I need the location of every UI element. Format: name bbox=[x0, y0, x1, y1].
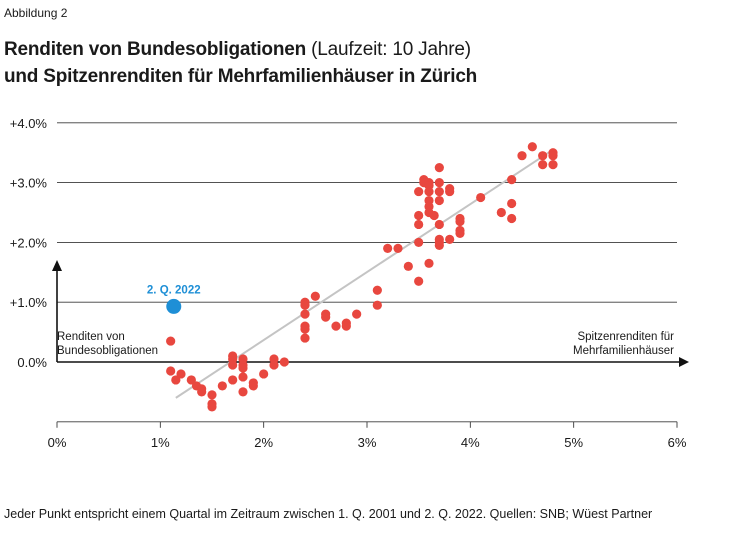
highlight-point bbox=[166, 298, 182, 314]
data-point bbox=[527, 142, 537, 152]
data-point bbox=[186, 375, 196, 385]
y-tick-label: 0.0% bbox=[17, 355, 47, 370]
data-point bbox=[372, 285, 382, 295]
data-point bbox=[434, 195, 444, 206]
data-point bbox=[207, 402, 217, 412]
data-point bbox=[445, 234, 455, 245]
data-point bbox=[228, 360, 238, 370]
data-point bbox=[424, 186, 434, 197]
data-point bbox=[517, 151, 527, 161]
x-axis-arrow bbox=[679, 357, 689, 367]
data-point bbox=[434, 240, 444, 250]
highlight-group: 2. Q. 2022 bbox=[147, 284, 201, 314]
footnote: Jeder Punkt entspricht einem Quartal im … bbox=[4, 507, 653, 521]
trendline-line bbox=[175, 148, 554, 399]
title-line-1: Renditen von Bundesobligationen (Laufzei… bbox=[4, 36, 477, 63]
x-tick-label: 3% bbox=[358, 435, 377, 450]
data-point bbox=[538, 151, 548, 161]
data-point bbox=[507, 213, 517, 224]
y-tick-labels: 0.0% +1.0% +2.0% +3.0% +4.0% bbox=[10, 116, 48, 370]
title-bold-part-1: Renditen von Bundesobligationen bbox=[4, 39, 307, 60]
x-tick-label: 1% bbox=[151, 435, 170, 450]
scatter-chart: 0.0%+1.0%+2.0%+3.0%+4.0% 0% 1% 2% 3% 4% 5% 6% … bbox=[10, 116, 689, 450]
title-subtitle: (Laufzeit: 10 Jahre) bbox=[311, 39, 471, 60]
x-tick-label: 6% bbox=[668, 435, 687, 450]
data-point bbox=[166, 336, 176, 346]
data-point bbox=[238, 372, 248, 382]
data-point bbox=[279, 357, 289, 367]
x-tick-label: 0% bbox=[48, 435, 67, 450]
data-point bbox=[455, 228, 465, 239]
x-axis-label: Spitzenrenditen für bbox=[577, 331, 674, 343]
data-point bbox=[538, 160, 548, 170]
data-point bbox=[217, 381, 227, 391]
data-point bbox=[331, 321, 341, 331]
x-tick-label: 2% bbox=[254, 435, 273, 450]
data-point bbox=[248, 381, 258, 391]
data-point bbox=[269, 360, 279, 370]
y-axis-arrow bbox=[52, 260, 62, 271]
data-point bbox=[414, 276, 424, 286]
y-tick-label: +4.0% bbox=[10, 116, 48, 131]
trendline bbox=[175, 148, 554, 399]
x-tick-labels: 0% 1% 2% 3% 4% 5% 6% bbox=[48, 421, 687, 450]
data-point bbox=[393, 243, 403, 253]
data-point bbox=[455, 216, 465, 227]
data-point bbox=[171, 375, 181, 385]
data-point bbox=[238, 387, 248, 397]
data-point bbox=[496, 207, 506, 218]
axes bbox=[52, 260, 689, 367]
data-point bbox=[300, 300, 310, 310]
data-point bbox=[434, 186, 444, 197]
data-point bbox=[300, 309, 310, 319]
data-point bbox=[414, 219, 424, 230]
data-point bbox=[310, 291, 320, 301]
data-point bbox=[445, 186, 455, 197]
axis-labels: Renditen von Bundesobligationen Spitzenren… bbox=[57, 331, 674, 357]
figure-label: Abbildung 2 bbox=[4, 6, 68, 20]
data-point bbox=[197, 387, 207, 397]
data-point bbox=[176, 369, 186, 379]
y-tick-label: +2.0% bbox=[10, 235, 48, 250]
data-point bbox=[434, 163, 444, 173]
y-axis-label: Bundesobligationen bbox=[57, 345, 158, 357]
data-point bbox=[238, 363, 248, 373]
data-point bbox=[228, 375, 238, 385]
data-point bbox=[300, 333, 310, 343]
data-point bbox=[403, 261, 413, 271]
y-tick-label: +1.0% bbox=[10, 295, 48, 310]
data-point bbox=[414, 237, 424, 247]
data-point bbox=[476, 192, 486, 203]
data-point bbox=[424, 258, 434, 268]
data-point bbox=[300, 324, 310, 334]
data-point bbox=[207, 390, 217, 400]
y-axis-label: Renditen von bbox=[57, 331, 125, 343]
title-line-2: und Spitzenrenditen für Mehrfamilienhäus… bbox=[4, 66, 478, 87]
data-point bbox=[372, 300, 382, 310]
x-tick-label: 5% bbox=[564, 435, 583, 450]
data-point bbox=[434, 178, 444, 188]
data-point bbox=[507, 198, 517, 209]
data-point bbox=[507, 175, 517, 185]
data-points bbox=[166, 142, 558, 412]
data-point bbox=[548, 160, 558, 170]
data-point bbox=[429, 210, 439, 221]
y-tick-label: +3.0% bbox=[10, 176, 48, 191]
data-point bbox=[166, 366, 176, 376]
highlight-label: 2. Q. 2022 bbox=[147, 284, 201, 296]
data-point bbox=[259, 369, 269, 379]
data-point bbox=[434, 219, 444, 230]
data-point bbox=[548, 151, 558, 161]
data-point bbox=[414, 210, 424, 221]
x-axis-label: Mehrfamilienhäuser bbox=[573, 345, 674, 357]
data-point bbox=[414, 186, 424, 197]
data-point bbox=[321, 312, 331, 322]
data-point bbox=[352, 309, 362, 319]
chart-title: Renditen von Bundesobligationen (Laufzei… bbox=[4, 36, 477, 90]
x-tick-label: 4% bbox=[461, 435, 480, 450]
data-point bbox=[341, 321, 351, 331]
data-point bbox=[383, 243, 393, 253]
